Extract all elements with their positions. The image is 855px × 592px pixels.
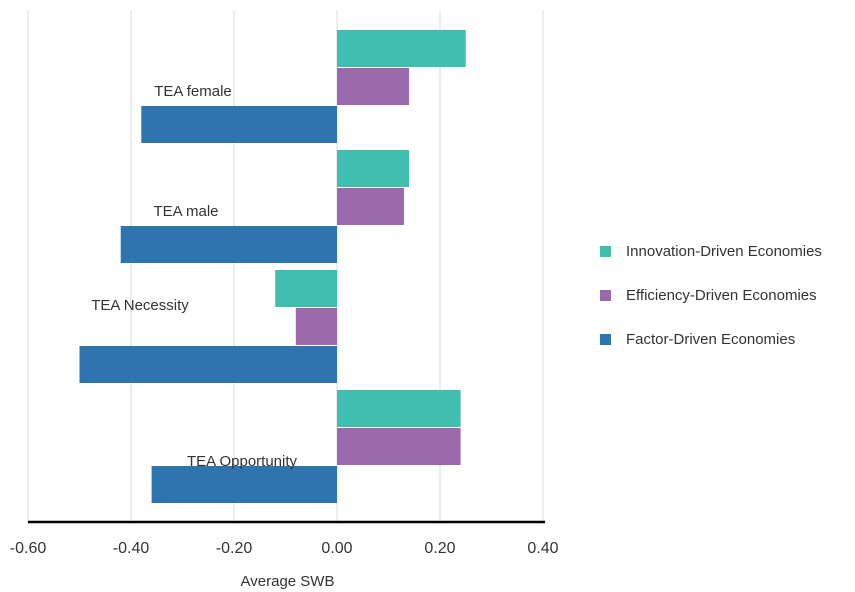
bars (79, 30, 466, 503)
bar-factor (151, 466, 337, 503)
x-axis-title: Average SWB (241, 573, 335, 590)
x-tick-label: 0.40 (527, 540, 558, 557)
x-tick-labels: -0.60 -0.40 -0.20 0.00 0.20 0.40 (10, 540, 559, 557)
legend-label-factor: Factor-Driven Economies (626, 330, 796, 348)
x-tick-label: -0.60 (10, 540, 47, 557)
category-labels: TEA female TEA male TEA Necessity TEA Oppor… (91, 83, 297, 470)
x-tick-label: -0.20 (216, 540, 253, 557)
legend-item-efficiency: Efficiency-Driven Economies (600, 273, 822, 317)
legend-item-factor: Factor-Driven Economies (600, 317, 822, 361)
legend-swatch-factor (600, 333, 611, 345)
bar-innovation (337, 30, 466, 67)
bar-efficiency (337, 428, 461, 465)
bar-efficiency (295, 308, 337, 345)
legend-swatch-innovation (600, 245, 611, 257)
bar-innovation (337, 390, 461, 427)
legend-label-efficiency: Efficiency-Driven Economies (626, 286, 817, 304)
bar-efficiency (337, 188, 404, 225)
bar-factor (120, 226, 337, 263)
legend-label-innovation: Innovation-Driven Economies (626, 242, 822, 260)
legend-item-innovation: Innovation-Driven Economies (600, 229, 822, 273)
category-label: TEA Opportunity (187, 453, 298, 470)
bar-efficiency (337, 68, 410, 105)
category-label: TEA female (154, 83, 232, 100)
legend: Innovation-Driven Economies Efficiency-D… (600, 229, 822, 361)
x-tick-label: -0.40 (113, 540, 150, 557)
bar-factor (141, 106, 337, 143)
x-tick-label: 0.00 (321, 540, 352, 557)
category-label: TEA male (153, 203, 218, 220)
x-tick-label: 0.20 (424, 540, 455, 557)
legend-swatch-efficiency (600, 289, 611, 301)
bar-innovation (337, 150, 410, 187)
bar-factor (79, 346, 337, 383)
grid-lines (27, 10, 544, 522)
bar-innovation (275, 270, 337, 307)
category-label: TEA Necessity (91, 297, 189, 314)
